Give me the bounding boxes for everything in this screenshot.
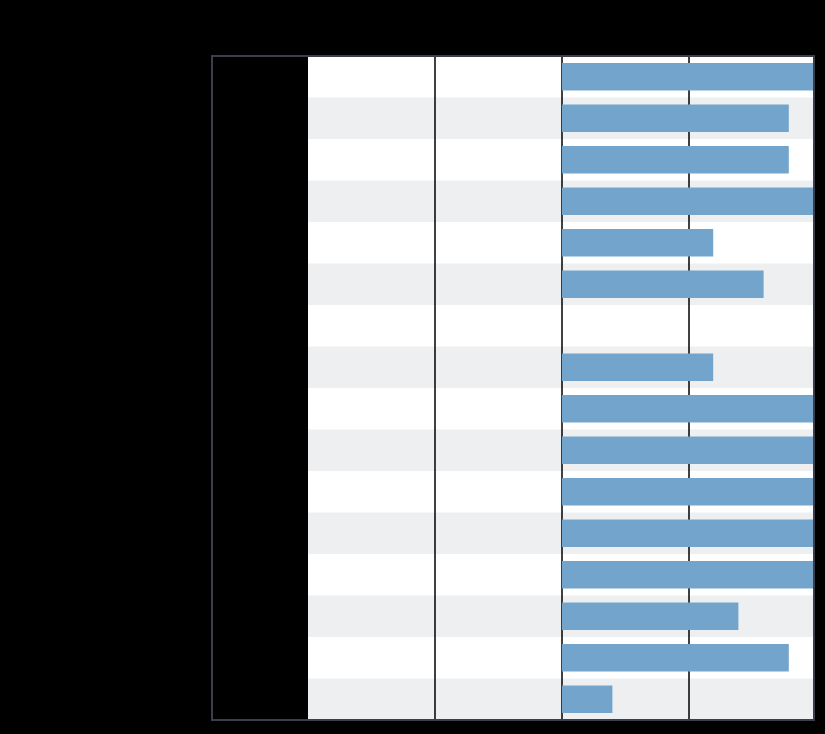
bar xyxy=(562,644,789,672)
bar xyxy=(562,270,764,298)
bar xyxy=(562,685,613,713)
bar xyxy=(562,478,814,506)
label-column xyxy=(212,56,308,720)
bar xyxy=(562,436,814,464)
table-frame xyxy=(211,55,815,721)
bar xyxy=(562,561,814,589)
row-background xyxy=(308,346,814,388)
bar xyxy=(562,187,814,215)
bar xyxy=(562,146,789,174)
row-background xyxy=(308,305,814,347)
bar xyxy=(562,63,814,91)
row-background xyxy=(308,678,814,720)
bar xyxy=(562,519,814,547)
row-background xyxy=(308,222,814,264)
bar xyxy=(562,353,714,381)
bar xyxy=(562,395,814,423)
bar xyxy=(562,602,739,630)
bar xyxy=(562,104,789,132)
bar xyxy=(562,229,714,257)
